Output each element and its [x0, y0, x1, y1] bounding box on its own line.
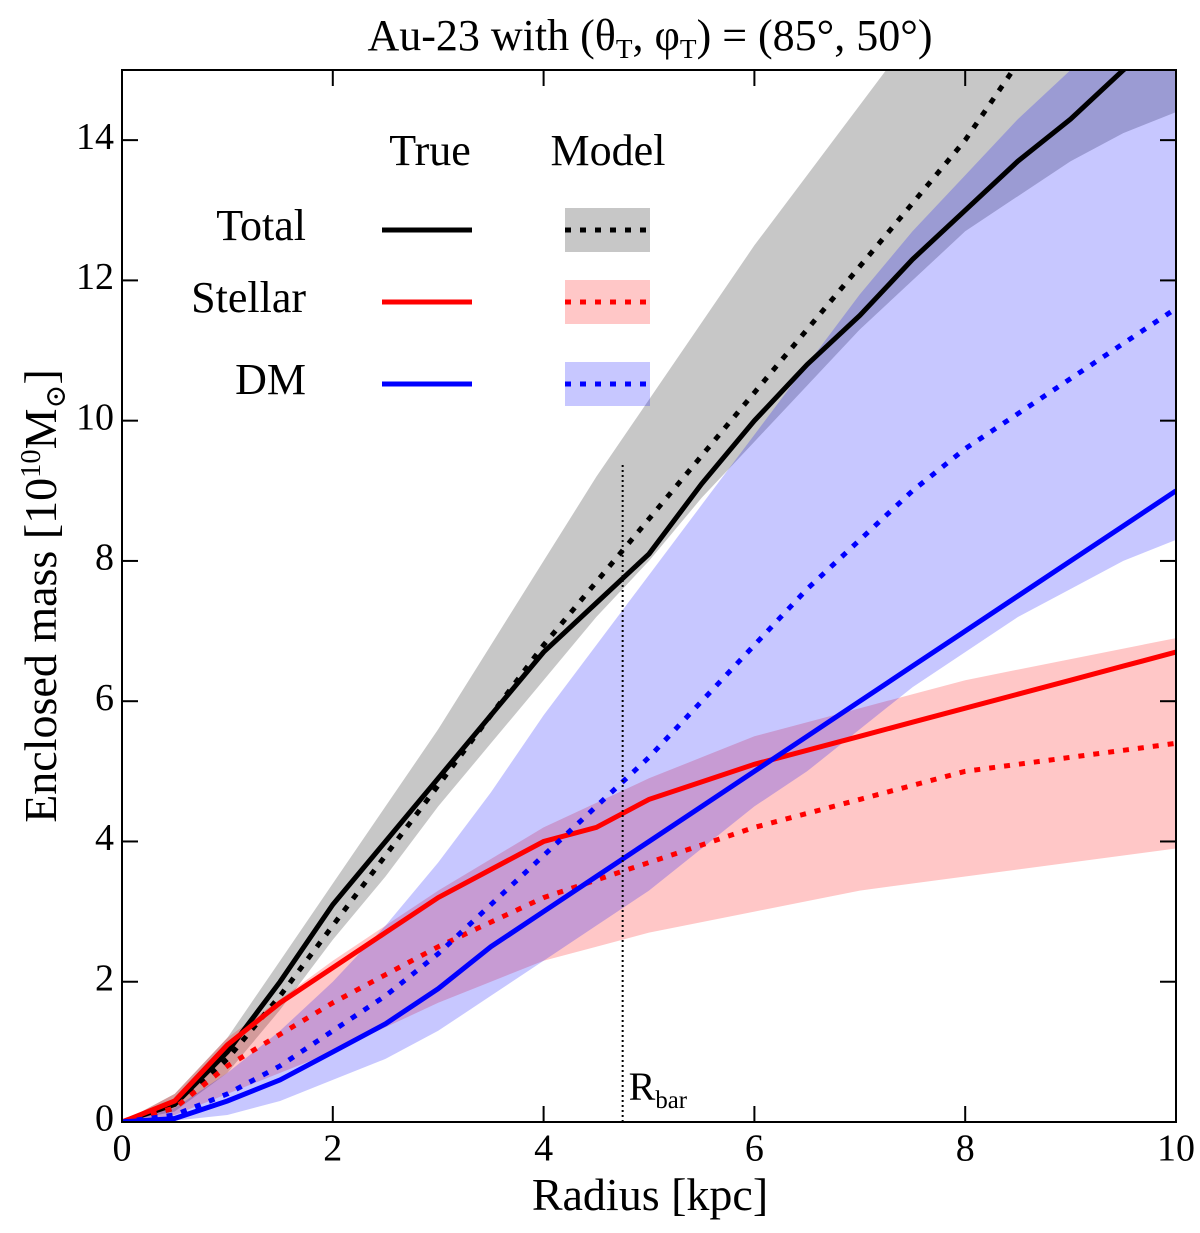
bands	[122, 70, 1176, 1122]
x-axis-label: Radius [kpc]	[532, 1169, 768, 1220]
lines	[122, 70, 1176, 1122]
legend-band	[565, 280, 650, 324]
y-axis-label-part: 10	[16, 449, 47, 478]
legend-label: DM	[235, 355, 306, 404]
chart-title-part: T	[680, 34, 697, 64]
bar-radius-label-part: bar	[655, 1087, 687, 1114]
x-axis-label-part: Radius [kpc]	[532, 1169, 768, 1220]
model-line	[122, 70, 1017, 1122]
x-tick-label: 6	[745, 1128, 764, 1170]
y-axis-label-part: ⊙	[41, 385, 72, 409]
x-tick-label: 10	[1157, 1128, 1195, 1170]
x-tick-label: 2	[323, 1128, 342, 1170]
y-tick-label: 10	[76, 396, 114, 438]
legend-band	[565, 208, 650, 252]
x-tick-label: 0	[113, 1128, 132, 1170]
y-tick-label: 14	[76, 116, 114, 158]
chart-title: Au-23 with (θT, φT) = (85°, 50°)	[367, 11, 932, 64]
true-line	[122, 488, 1176, 1122]
true-line	[122, 70, 1128, 1122]
bar-radius-label-part: R	[629, 1064, 656, 1109]
y-tick-label: 0	[95, 1098, 114, 1140]
chart-title-part: , φ	[633, 11, 680, 60]
legend-header: True	[389, 126, 471, 175]
y-tick-label: 6	[95, 677, 114, 719]
y-axis-label-part: ]	[15, 369, 66, 384]
model-band	[122, 638, 1176, 1122]
y-tick-label: 4	[95, 817, 114, 859]
y-tick-label: 2	[95, 957, 114, 999]
legend-label: Stellar	[191, 273, 306, 322]
y-tick-label: 12	[76, 256, 114, 298]
model-band	[122, 70, 1176, 1122]
x-tick-label: 4	[534, 1128, 553, 1170]
bar-radius-label: Rbar	[629, 1064, 688, 1114]
legend-header: Model	[551, 126, 666, 175]
y-axis-label-part: Enclosed mass [10	[15, 478, 66, 823]
true-line	[122, 649, 1176, 1122]
legend-label: Total	[216, 201, 306, 250]
legend-band	[565, 362, 650, 406]
y-axis-label: Enclosed mass [1010M⊙]	[15, 369, 72, 823]
y-tick-label: 8	[95, 537, 114, 579]
chart-title-part: ) = (85°, 50°)	[697, 11, 933, 60]
y-axis-label-part: M	[15, 408, 66, 449]
x-tick-label: 8	[956, 1128, 975, 1170]
chart-title-part: T	[616, 34, 633, 64]
chart-title-part: Au-23 with (θ	[367, 11, 615, 60]
model-band	[122, 70, 1176, 1122]
plot-frame	[121, 69, 1177, 1123]
